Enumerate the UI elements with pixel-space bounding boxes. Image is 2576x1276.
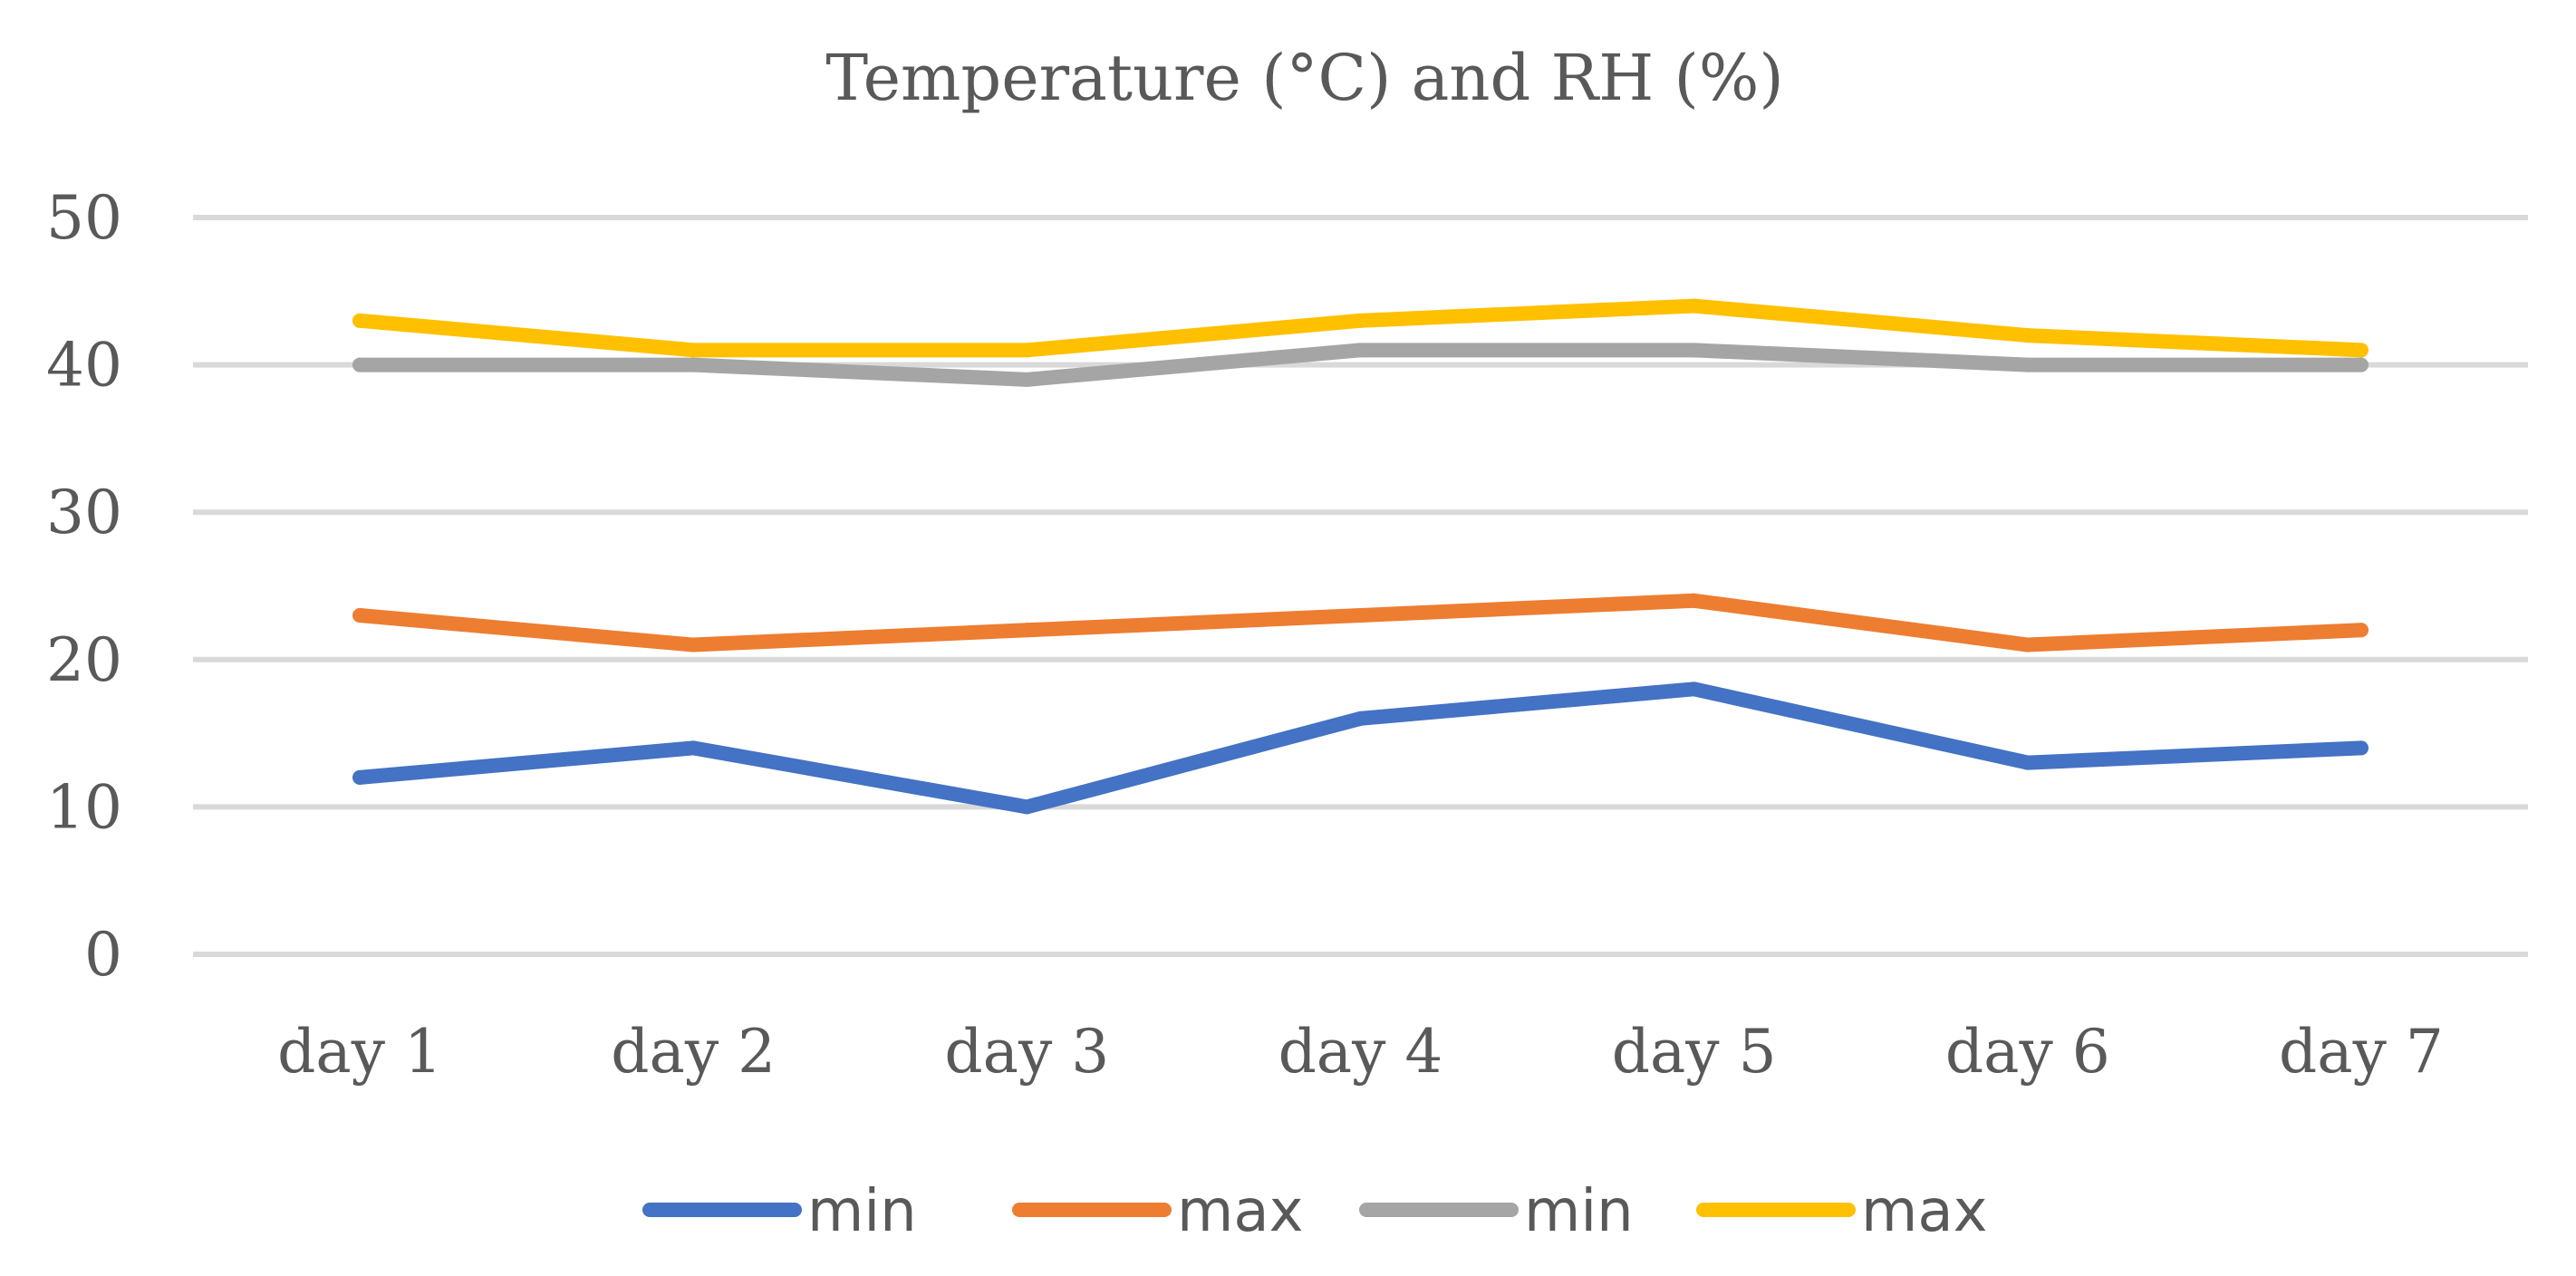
data-point	[2020, 755, 2035, 770]
gridlines	[193, 215, 2528, 957]
legend-label: min	[1524, 1178, 1634, 1245]
y-axis-tick-labels: 0 10 20 30 40 50	[46, 183, 122, 990]
x-tick-label: day 7	[2279, 1017, 2444, 1087]
series-max-2	[352, 593, 2369, 652]
data-point	[352, 769, 368, 785]
y-tick-label: 0	[84, 920, 122, 990]
legend-item: min	[1359, 1178, 1634, 1245]
x-axis-tick-labels: day 1 day 2 day 3 day 4 day 5 day 6 day 7	[277, 1017, 2444, 1087]
data-point	[1353, 710, 1368, 726]
legend-item: max	[1696, 1178, 1987, 1245]
y-tick-label: 40	[46, 331, 122, 401]
data-point	[2353, 623, 2369, 638]
data-point	[2020, 357, 2035, 372]
legend-label: min	[807, 1178, 917, 1245]
data-point	[1686, 298, 1702, 314]
data-point	[1686, 682, 1702, 697]
x-tick-label: day 6	[1945, 1017, 2110, 1087]
data-point	[1353, 343, 1368, 358]
x-tick-label: day 2	[611, 1017, 776, 1087]
y-tick-label: 20	[46, 625, 122, 695]
data-point	[352, 313, 368, 328]
legend-item: max	[1012, 1178, 1303, 1245]
x-tick-label: day 4	[1278, 1017, 1443, 1087]
y-tick-label: 10	[46, 772, 122, 842]
data-point	[1019, 372, 1035, 387]
y-tick-label: 50	[46, 183, 122, 253]
series-min-1	[352, 682, 2369, 815]
data-point	[1353, 313, 1368, 328]
legend: min max min max	[642, 1178, 1987, 1245]
legend-label: max	[1861, 1178, 1987, 1245]
series-min-3	[352, 343, 2369, 387]
x-tick-label: day 1	[277, 1017, 442, 1087]
series-max-4	[352, 298, 2369, 358]
data-point	[2020, 328, 2035, 343]
data-point	[2353, 343, 2369, 358]
data-point	[1019, 799, 1035, 815]
data-point	[1686, 593, 1702, 608]
data-point	[686, 637, 701, 652]
legend-label: max	[1177, 1178, 1303, 1245]
data-point	[2353, 357, 2369, 372]
data-point	[686, 343, 701, 358]
x-tick-label: day 3	[944, 1017, 1109, 1087]
data-point	[2020, 637, 2035, 652]
data-point	[1019, 623, 1035, 638]
data-point	[352, 357, 368, 372]
series-lines	[352, 298, 2369, 815]
data-point	[2353, 740, 2369, 756]
y-tick-label: 30	[46, 478, 122, 547]
data-point	[1353, 608, 1368, 624]
x-tick-label: day 5	[1612, 1017, 1777, 1087]
data-point	[686, 357, 701, 372]
chart-title: Temperature (°C) and RH (%)	[825, 41, 1783, 115]
data-point	[686, 740, 701, 756]
data-point	[1686, 343, 1702, 358]
legend-item: min	[642, 1178, 917, 1245]
data-point	[1019, 343, 1035, 358]
data-point	[352, 608, 368, 624]
